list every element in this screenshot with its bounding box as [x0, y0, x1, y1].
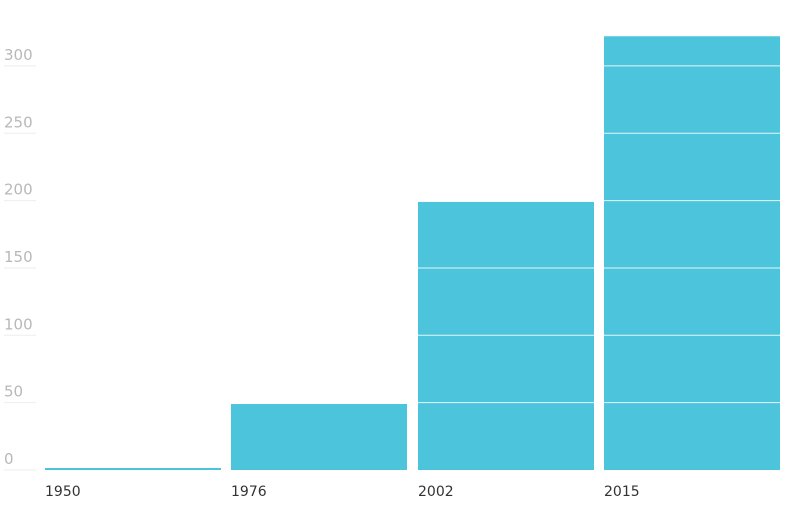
y-axis: 0 50 100 150 200 250 300: [4, 46, 36, 471]
bar-2002: [418, 201, 594, 470]
bars-group: [45, 36, 780, 471]
bar-2015: [604, 36, 780, 471]
bar-1950: [45, 468, 221, 470]
y-tick-label: 0: [4, 450, 14, 468]
y-tick-label: 200: [4, 181, 33, 199]
x-tick-label: 1976: [231, 484, 267, 500]
x-tick-label: 2002: [418, 484, 454, 500]
x-tick-label: 1950: [45, 484, 81, 500]
bar-1976: [231, 403, 407, 470]
gridlines: [40, 65, 781, 404]
y-tick-label: 150: [4, 248, 33, 266]
y-tick-label: 100: [4, 315, 33, 333]
y-tick-label: 300: [4, 46, 33, 64]
y-tick-label: 250: [4, 113, 33, 131]
x-axis: 1950 1976 2002 2015: [45, 484, 640, 500]
y-tick-label: 50: [4, 383, 23, 401]
x-tick-label: 2015: [604, 484, 640, 500]
